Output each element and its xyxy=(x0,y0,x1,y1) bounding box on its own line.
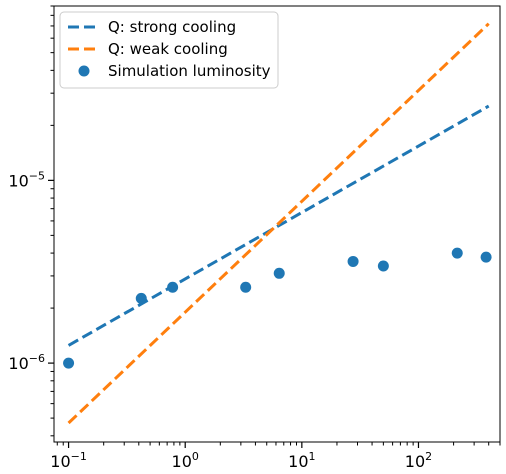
legend-box xyxy=(59,11,279,89)
scatter-point xyxy=(377,260,389,272)
scatter-point xyxy=(273,267,285,279)
scatter-point xyxy=(451,247,463,259)
legend-label: Q: strong cooling xyxy=(108,18,236,36)
axes: 10−1 100 101 102 10−6 10−5 xyxy=(8,5,501,471)
legend-label: Simulation luminosity xyxy=(108,62,271,80)
legend: Q: strong cooling Q: weak cooling Simulati… xyxy=(59,11,279,89)
y-tick-label: 10−6 xyxy=(8,352,45,373)
x-tick-label: 10−1 xyxy=(50,450,87,471)
scatter-point xyxy=(240,281,252,293)
scatter-point xyxy=(480,251,492,263)
x-tick-label: 102 xyxy=(405,450,432,471)
plot-frame xyxy=(53,5,501,443)
legend-label: Q: weak cooling xyxy=(108,40,228,58)
series-line-0 xyxy=(67,104,490,347)
x-tick-label: 100 xyxy=(172,450,199,471)
scatter-point xyxy=(347,255,359,267)
plot-area xyxy=(63,22,492,425)
y-tick-label: 10−5 xyxy=(8,169,45,190)
x-tick-label: 101 xyxy=(288,450,315,471)
series-line-1 xyxy=(67,22,490,425)
legend-swatch-marker xyxy=(78,65,90,77)
scatter-point xyxy=(135,292,147,304)
scatter-point xyxy=(63,357,75,369)
scatter-point xyxy=(167,281,179,293)
